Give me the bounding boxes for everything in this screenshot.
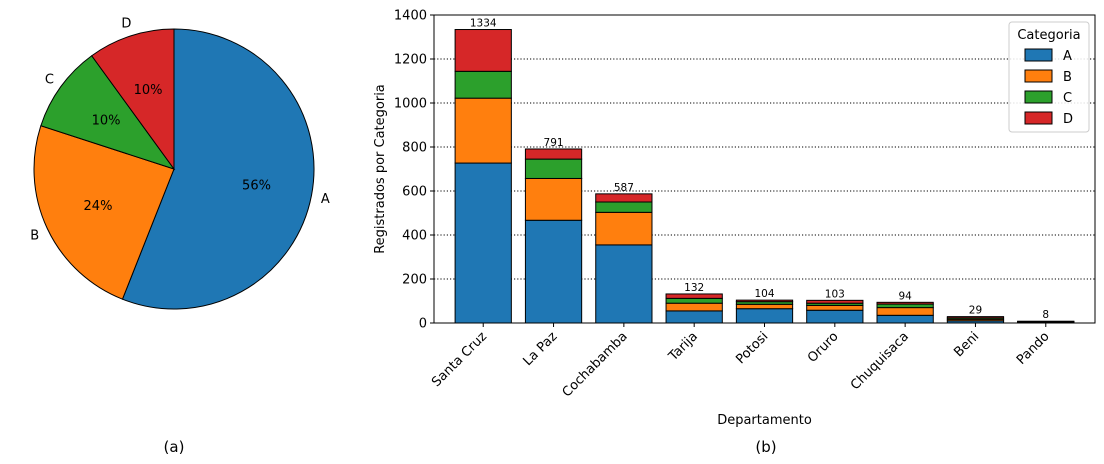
stacked-bar-chart: 0 200 400 600 800 1000 1200 1400 1334 Santa Cruz 7…: [373, 9, 1096, 428]
bar-segment-B: [876, 307, 934, 316]
bar-segment-A: [524, 219, 583, 324]
y-tick-label: 1400: [394, 9, 427, 24]
bar-segment-D: [524, 148, 583, 160]
bar-segment-D: [806, 299, 864, 304]
bar-segment-A: [595, 244, 653, 324]
legend-label-C: C: [1063, 91, 1072, 106]
bar-segment-B: [665, 302, 723, 312]
bar-segment-C: [595, 201, 653, 213]
pie-pct-label-B: 24%: [84, 199, 113, 214]
pie-category-label-B: B: [30, 229, 39, 244]
y-tick-label: 1000: [394, 97, 427, 112]
legend-title: Categoria: [1017, 28, 1080, 43]
legend-swatch-C: [1024, 90, 1053, 104]
x-tick-label: Potosi: [733, 329, 771, 367]
bar-segment-D: [735, 299, 794, 303]
pie-category-label-A: A: [321, 192, 330, 207]
bar-segment-A: [876, 314, 934, 324]
bar-segment-B: [454, 97, 512, 164]
bar-total-label: 8: [1042, 309, 1049, 321]
bar-segment-B: [735, 303, 794, 310]
pie-slice-D: [91, 28, 175, 171]
pie-chart: 56% A 24% B 10% C 10% D: [30, 17, 330, 310]
pie-slice-C: [40, 55, 176, 170]
bar-segment-A: [806, 309, 864, 324]
y-tick-label: 600: [402, 185, 427, 200]
bar-total-label: 104: [754, 288, 774, 300]
x-tick-label: Santa Cruz: [429, 329, 490, 390]
panel-label-b: (b): [755, 438, 776, 456]
y-tick-label: 0: [419, 317, 427, 332]
pie-slice-B: [33, 125, 175, 300]
pie-pct-label-A: 56%: [242, 179, 271, 194]
pie-pct-label-C: 10%: [92, 114, 121, 129]
bar-segment-A: [735, 308, 794, 324]
y-tick-label: 400: [402, 229, 427, 244]
x-tick-label: Cochabamba: [560, 329, 631, 400]
bar-segment-D: [1017, 320, 1075, 323]
bar-segment-D: [946, 316, 1005, 319]
bar-total-label: 1334: [470, 18, 497, 30]
bar-segment-B: [524, 177, 583, 221]
bar-segment-D: [454, 29, 512, 72]
legend-swatch-B: [1024, 69, 1053, 83]
legend-swatch-D: [1024, 111, 1053, 125]
bar-total-label: 132: [684, 282, 704, 294]
bar-segment-A: [665, 310, 723, 324]
pie-pct-label-D: 10%: [134, 83, 163, 98]
bar-total-label: 103: [825, 288, 845, 300]
bar-total-label: 791: [544, 137, 564, 149]
plot-frame: [433, 14, 1096, 324]
y-tick-label: 1200: [394, 53, 427, 68]
pie-category-label-D: D: [121, 17, 131, 32]
pie-slice-A: [121, 28, 315, 310]
bar-segment-D: [876, 301, 934, 305]
x-tick-label: Oruro: [805, 329, 842, 366]
bar-total-label: 587: [614, 182, 634, 194]
x-tick-label: Pando: [1014, 329, 1053, 368]
x-tick-label: Tarija: [665, 329, 701, 365]
legend-label-B: B: [1063, 70, 1072, 85]
x-axis-label: Departamento: [717, 413, 812, 428]
y-axis-label: Registrados por Categoria: [373, 84, 388, 254]
legend-label-A: A: [1063, 49, 1072, 64]
y-tick-label: 200: [402, 273, 427, 288]
bar-segment-B: [806, 304, 864, 311]
pie-category-label-C: C: [45, 72, 54, 87]
bar-segment-C: [876, 303, 934, 309]
bar-segment-A: [454, 162, 512, 324]
bar-segment-D: [595, 193, 653, 203]
x-tick-label: Chuquisaca: [848, 329, 912, 393]
panel-label-a: (a): [164, 438, 185, 456]
bar-segment-C: [454, 70, 512, 99]
bar-total-label: 94: [898, 290, 912, 302]
legend-swatch-A: [1024, 48, 1053, 62]
bar-segment-D: [665, 293, 723, 299]
x-tick-label: Beni: [951, 329, 982, 360]
bar-segment-B: [595, 211, 653, 246]
legend-label-D: D: [1063, 112, 1073, 127]
bar-total-label: 29: [969, 305, 982, 317]
bar-segment-C: [665, 297, 723, 304]
bar-segment-C: [524, 158, 583, 179]
x-tick-label: La Paz: [520, 329, 560, 369]
y-tick-label: 800: [402, 141, 427, 156]
